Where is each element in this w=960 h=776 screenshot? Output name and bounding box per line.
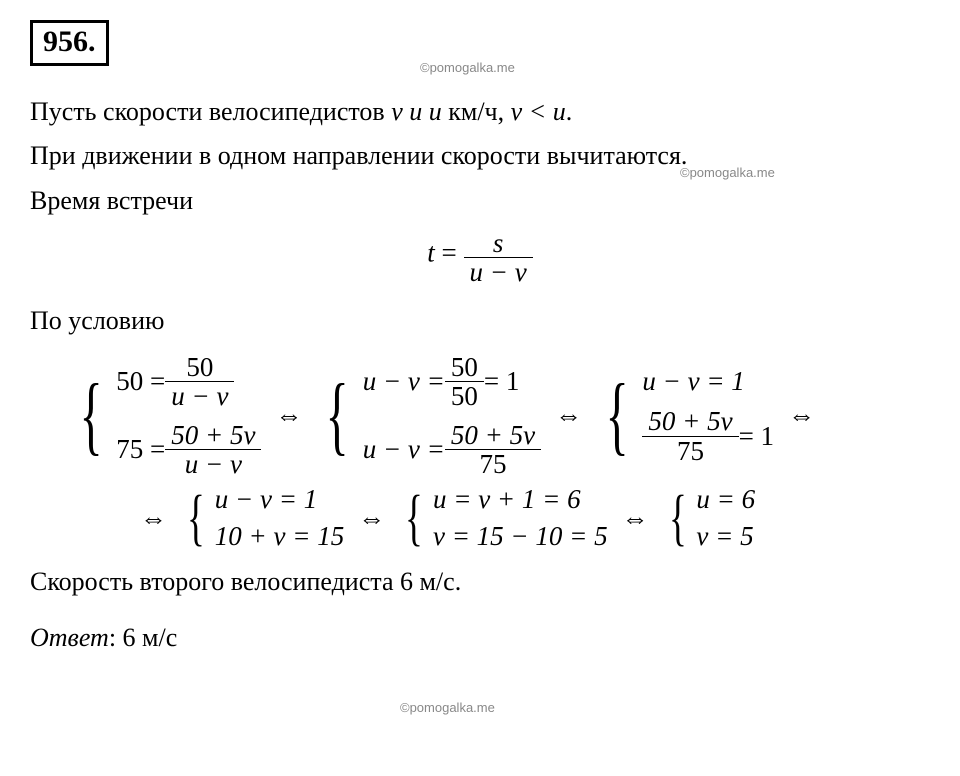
- equation: u − v = 1: [215, 484, 344, 515]
- fraction-numerator: 50 + 5v: [445, 421, 541, 450]
- brace-icon: {: [405, 497, 423, 540]
- equation: 10 + v = 15: [215, 521, 344, 552]
- paragraph-condition: По условию: [30, 301, 930, 341]
- answer-value: : 6 м/с: [109, 623, 177, 652]
- equation: 50 + 5v75 = 1: [642, 407, 774, 465]
- fraction: 50 + 5v75: [642, 407, 738, 465]
- watermark-text: ©pomogalka.me: [400, 700, 495, 715]
- fraction-denominator: u − v: [165, 450, 261, 478]
- brace-icon: {: [326, 385, 349, 447]
- watermark-text: ©pomogalka.me: [680, 165, 775, 180]
- fraction: 5050: [445, 353, 484, 411]
- equation: u = v + 1 = 6: [433, 484, 608, 515]
- equals-sign: =: [435, 237, 464, 267]
- fraction-numerator: 50: [445, 353, 484, 382]
- text-segment: .: [566, 97, 573, 126]
- system-4: { u − v = 1 10 + v = 15: [181, 484, 344, 552]
- paragraph-direction: При движении в одном направлении скорост…: [30, 136, 930, 176]
- formula-lhs: t: [427, 237, 435, 267]
- formula-main: t = su − v: [30, 229, 930, 287]
- fraction: 50 + 5vu − v: [165, 421, 261, 479]
- equiv-symbol: ⇔: [622, 503, 649, 534]
- equation: u − v = 50 + 5v75: [363, 421, 541, 479]
- fraction-denominator: u − v: [464, 258, 533, 286]
- system-row-1: { 50 = 50u − v 75 = 50 + 5vu − v ⇔ { u −…: [70, 353, 930, 478]
- paragraph-meeting-time: Время встречи: [30, 181, 930, 221]
- system-3: { u − v = 1 50 + 5v75 = 1: [596, 366, 774, 465]
- text-segment: Пусть скорости велосипедистов: [30, 97, 391, 126]
- fraction-denominator: u − v: [165, 382, 234, 410]
- equation: u = 6: [696, 484, 755, 515]
- system-row-2: ⇔ { u − v = 1 10 + v = 15 ⇔ { u = v + 1 …: [140, 484, 930, 552]
- eq-tail: = 1: [739, 421, 774, 452]
- equation: v = 5: [696, 521, 755, 552]
- fraction-numerator: s: [464, 229, 533, 258]
- brace-icon: {: [606, 385, 629, 447]
- equation: v = 15 − 10 = 5: [433, 521, 608, 552]
- system-2: { u − v = 5050 = 1 u − v = 50 + 5v75: [316, 353, 541, 478]
- equation: u − v = 5050 = 1: [363, 353, 541, 411]
- system-6: { u = 6 v = 5: [663, 484, 756, 552]
- answer-label: Ответ: [30, 623, 109, 652]
- fraction-denominator: 75: [445, 450, 541, 478]
- answer-line: Ответ: 6 м/с: [30, 623, 930, 653]
- problem-number: 956.: [30, 20, 109, 66]
- page: 956. ©pomogalka.me Пусть скорости велоси…: [0, 0, 960, 699]
- eq-tail: = 1: [484, 366, 519, 397]
- eq-lhs: u − v =: [363, 366, 445, 397]
- equiv-symbol: ⇔: [788, 400, 815, 431]
- brace-icon: {: [187, 497, 205, 540]
- eq-lhs: 75 =: [116, 434, 165, 465]
- fraction-numerator: 50 + 5v: [642, 407, 738, 436]
- brace-icon: {: [669, 497, 687, 540]
- eq-lhs: u − v =: [363, 434, 445, 465]
- fraction-denominator: 75: [642, 437, 738, 465]
- inequality: v < u: [511, 97, 566, 126]
- fraction-numerator: 50: [165, 353, 234, 382]
- equiv-symbol: ⇔: [140, 503, 167, 534]
- equiv-symbol: ⇔: [555, 400, 582, 431]
- fraction: su − v: [464, 229, 533, 287]
- variables: v и u: [391, 97, 442, 126]
- equiv-symbol: ⇔: [358, 503, 385, 534]
- paragraph-setup: Пусть скорости велосипедистов v и u км/ч…: [30, 92, 930, 132]
- equation: u − v = 1: [642, 366, 774, 397]
- fraction-numerator: 50 + 5v: [165, 421, 261, 450]
- text-segment: км/ч,: [442, 97, 511, 126]
- equation: 75 = 50 + 5vu − v: [116, 421, 261, 479]
- fraction-denominator: 50: [445, 382, 484, 410]
- paragraph-conclusion: Скорость второго велосипедиста 6 м/с.: [30, 562, 930, 602]
- eq-lhs: 50 =: [116, 366, 165, 397]
- brace-icon: {: [80, 385, 103, 447]
- fraction: 50u − v: [165, 353, 234, 411]
- equation: 50 = 50u − v: [116, 353, 261, 411]
- system-1: { 50 = 50u − v 75 = 50 + 5vu − v: [70, 353, 261, 478]
- fraction: 50 + 5v75: [445, 421, 541, 479]
- equiv-symbol: ⇔: [275, 400, 302, 431]
- system-5: { u = v + 1 = 6 v = 15 − 10 = 5: [399, 484, 607, 552]
- watermark-text: ©pomogalka.me: [420, 60, 515, 75]
